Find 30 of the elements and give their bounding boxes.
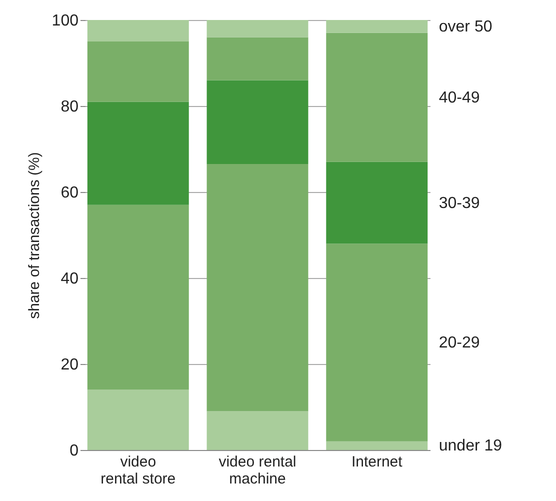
bar [87, 102, 189, 205]
x-tick-label: video rental machine [218, 454, 296, 488]
bar [326, 32, 428, 162]
y-tick-label: 80 [60, 98, 79, 116]
bar [87, 42, 189, 102]
bar [87, 204, 189, 390]
series-label: over 50 [438, 18, 492, 36]
y-tick-label: 0 [70, 442, 79, 460]
series-label: under 19 [438, 438, 502, 455]
bar [206, 37, 308, 80]
bar [206, 20, 308, 38]
bar [326, 244, 428, 442]
bar [87, 390, 189, 450]
y-tick-label: 100 [52, 12, 79, 30]
bar [326, 20, 428, 33]
y-tick-label: 20 [60, 356, 79, 374]
bar [326, 441, 428, 450]
series-label: 20-29 [438, 334, 480, 352]
series-label: 30-39 [438, 194, 480, 212]
x-tick-label: Internet [351, 454, 404, 470]
y-tick-label: 60 [60, 184, 79, 202]
series-label: 40-49 [438, 89, 480, 106]
bar [206, 411, 308, 450]
y-axis-title: share of transactions (%) [26, 152, 43, 319]
bar [206, 164, 308, 412]
bar [87, 20, 189, 42]
bar [206, 80, 308, 164]
bar [326, 162, 428, 244]
x-tick-label: video rental store [100, 454, 176, 488]
y-tick-label: 40 [60, 270, 79, 288]
